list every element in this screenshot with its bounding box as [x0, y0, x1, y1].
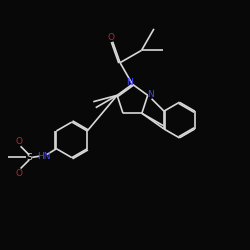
Text: HN: HN [37, 152, 51, 161]
Text: O: O [107, 33, 114, 42]
Text: O: O [16, 137, 23, 146]
Text: N: N [147, 90, 154, 98]
Text: O: O [16, 169, 23, 178]
Text: S: S [26, 153, 32, 162]
Text: N: N [126, 78, 133, 87]
